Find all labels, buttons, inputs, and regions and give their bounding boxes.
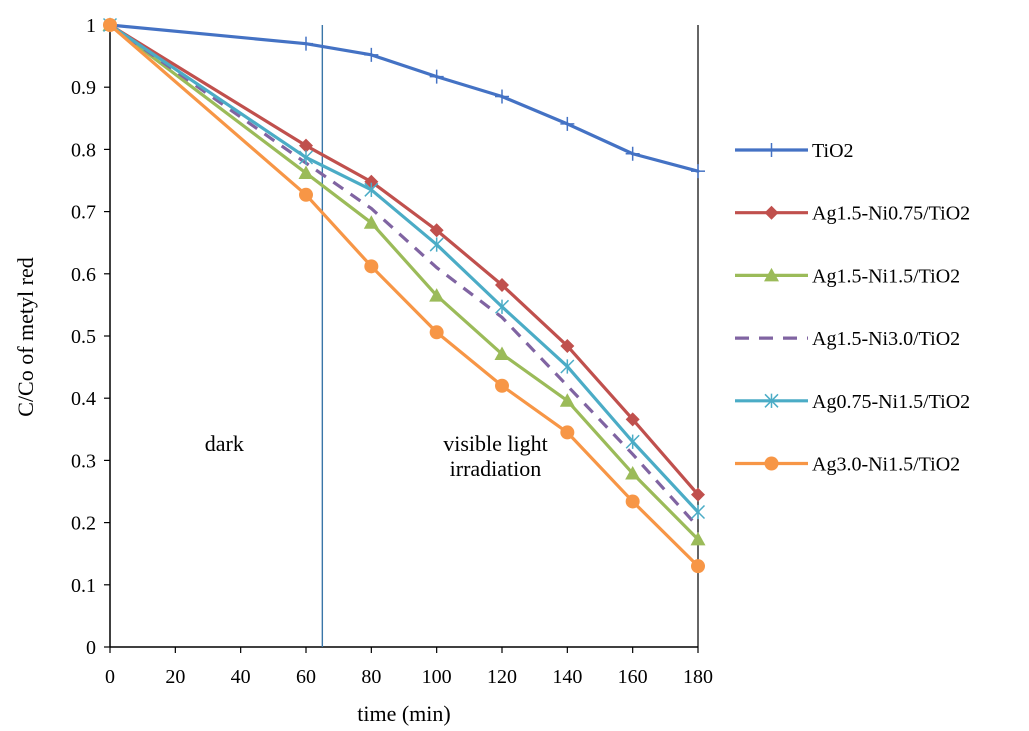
x-tick-label: 0 (105, 666, 115, 688)
circle-marker (764, 456, 779, 471)
legend-label: Ag1.5-Ni1.5/TiO2 (812, 265, 960, 287)
y-tick-label: 0.5 (71, 326, 96, 348)
legend-item: TiO2 (735, 140, 854, 162)
triangle-marker (429, 288, 445, 302)
x-axis-title: time (min) (357, 701, 450, 726)
x-tick-label: 120 (487, 666, 517, 688)
triangle-marker (764, 267, 779, 282)
y-tick-label: 0.1 (71, 575, 96, 597)
series-4 (109, 23, 700, 529)
series-line (108, 23, 700, 541)
y-tick-label: 0.4 (71, 388, 96, 410)
circle-marker (429, 325, 444, 340)
triangle-marker (625, 465, 641, 480)
diamond-marker (560, 338, 575, 353)
series-line (108, 23, 700, 514)
legend-label: Ag3.0-Ni1.5/TiO2 (812, 454, 960, 476)
legend-item: Ag1.5-Ni1.5/TiO2 (735, 265, 960, 287)
series-5 (102, 17, 706, 520)
x-tick-label: 60 (296, 666, 316, 688)
triangle-marker (363, 215, 379, 229)
legend-item: Ag3.0-Ni1.5/TiO2 (735, 454, 960, 476)
y-tick-label: 0 (86, 637, 96, 659)
diamond-marker (429, 223, 444, 238)
legend-item: Ag0.75-Ni1.5/TiO2 (735, 391, 970, 413)
series-1 (103, 18, 705, 179)
y-axis-title: C/Co of metyl red (13, 257, 38, 416)
y-tick-label: 0.3 (71, 450, 96, 472)
plot-area: 0 0.1 0.2 0.3 0.4 0.5 0.6 0.7 0.8 0.9 1 0 20 40 60 80 10… (71, 15, 713, 688)
y-tick-label: 0.8 (71, 139, 96, 161)
diamond-marker (764, 205, 779, 220)
x-tick-label: 160 (618, 666, 648, 688)
diamond-marker (495, 277, 509, 292)
diamond-marker (364, 174, 379, 189)
annotation-label: dark (205, 431, 244, 456)
diamond-marker (691, 487, 705, 502)
series-3 (102, 17, 706, 546)
circle-marker (560, 425, 575, 440)
circle-marker (495, 378, 509, 393)
series-line (108, 23, 700, 173)
legend-item: Ag1.5-Ni0.75/TiO2 (735, 203, 970, 225)
circle-marker (364, 259, 379, 274)
y-tick-label: 0.7 (71, 202, 96, 224)
legend-label: TiO2 (812, 140, 854, 162)
legend-item: Ag1.5-Ni3.0/TiO2 (735, 328, 960, 350)
circle-marker (625, 494, 640, 509)
y-tick-label: 1 (86, 15, 96, 37)
annotation-label: irradiation (450, 456, 542, 481)
triangle-marker (559, 393, 575, 407)
legend-label: Ag0.75-Ni1.5/TiO2 (812, 391, 970, 413)
triangle-marker (690, 531, 706, 546)
x-tick-label: 20 (165, 666, 185, 688)
y-tick-label: 0.2 (71, 513, 96, 535)
series-line (108, 23, 700, 497)
legend-label: Ag1.5-Ni0.75/TiO2 (812, 203, 970, 225)
series-line (109, 23, 700, 529)
annotation-label: visible light (443, 431, 548, 456)
legend: TiO2 Ag1.5-Ni0.75/TiO2 Ag1.5-Ni1.5/TiO2 Ag1… (735, 140, 970, 476)
diamond-marker (625, 412, 640, 427)
y-tick-label: 0.9 (71, 77, 96, 99)
x-tick-label: 80 (361, 666, 381, 688)
circle-marker (691, 559, 705, 574)
circle-marker (299, 187, 313, 202)
x-tick-label: 180 (683, 666, 713, 688)
series-2 (103, 18, 705, 502)
triangle-marker (494, 346, 510, 361)
triangle-marker (298, 165, 314, 180)
series-line (108, 23, 700, 568)
x-tick-label: 140 (552, 666, 582, 688)
x-tick-label: 40 (231, 666, 251, 688)
circle-marker (103, 18, 117, 32)
series-6 (103, 18, 705, 574)
y-tick-label: 0.6 (71, 264, 96, 286)
diamond-marker (299, 138, 313, 153)
x-tick-label: 100 (422, 666, 452, 688)
legend-label: Ag1.5-Ni3.0/TiO2 (812, 328, 960, 350)
